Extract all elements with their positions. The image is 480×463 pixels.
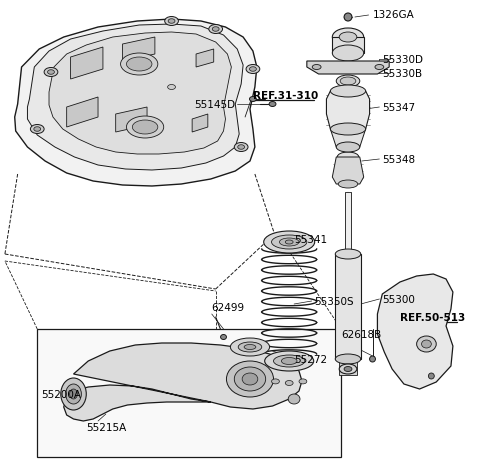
Ellipse shape: [221, 335, 227, 340]
Text: 62618B: 62618B: [341, 329, 382, 339]
Ellipse shape: [168, 85, 176, 90]
Ellipse shape: [330, 86, 366, 98]
Text: 55215A: 55215A: [86, 422, 127, 432]
Polygon shape: [307, 62, 389, 75]
Ellipse shape: [61, 378, 86, 410]
Text: 55145D: 55145D: [194, 100, 235, 110]
Ellipse shape: [344, 14, 352, 22]
Ellipse shape: [336, 76, 360, 88]
Text: 55200A: 55200A: [41, 389, 81, 399]
Text: 1326GA: 1326GA: [372, 10, 414, 20]
Ellipse shape: [344, 367, 352, 372]
Ellipse shape: [126, 117, 164, 139]
Polygon shape: [71, 48, 103, 80]
Ellipse shape: [238, 145, 245, 150]
Ellipse shape: [339, 364, 357, 374]
Ellipse shape: [312, 65, 321, 70]
Ellipse shape: [230, 338, 270, 356]
Ellipse shape: [209, 25, 223, 34]
Ellipse shape: [48, 70, 54, 75]
Ellipse shape: [272, 236, 307, 250]
Ellipse shape: [370, 356, 375, 362]
Polygon shape: [332, 158, 364, 185]
Ellipse shape: [330, 124, 366, 136]
Ellipse shape: [238, 342, 262, 352]
Bar: [345, 193, 351, 255]
Text: 55330B: 55330B: [383, 69, 422, 79]
Text: 62499: 62499: [211, 302, 244, 313]
Polygon shape: [330, 130, 366, 148]
Polygon shape: [192, 115, 208, 133]
Ellipse shape: [250, 68, 256, 72]
Ellipse shape: [246, 65, 260, 75]
Ellipse shape: [242, 373, 258, 385]
Bar: [339, 359, 357, 375]
Ellipse shape: [227, 361, 274, 397]
Text: 55330D: 55330D: [383, 55, 423, 65]
Polygon shape: [196, 50, 214, 68]
Ellipse shape: [428, 373, 434, 379]
Polygon shape: [67, 98, 98, 128]
Ellipse shape: [234, 367, 265, 391]
Ellipse shape: [335, 250, 361, 259]
Ellipse shape: [332, 46, 364, 62]
Ellipse shape: [132, 121, 158, 135]
Ellipse shape: [338, 181, 358, 188]
Ellipse shape: [264, 232, 315, 253]
Ellipse shape: [421, 340, 432, 348]
Ellipse shape: [337, 153, 359, 163]
Ellipse shape: [70, 389, 77, 399]
Ellipse shape: [299, 379, 307, 384]
Polygon shape: [122, 38, 155, 62]
Ellipse shape: [264, 351, 314, 371]
Ellipse shape: [335, 354, 361, 364]
Polygon shape: [27, 25, 243, 171]
Ellipse shape: [244, 345, 256, 350]
Ellipse shape: [272, 379, 279, 384]
Ellipse shape: [168, 20, 175, 24]
Polygon shape: [15, 20, 257, 187]
Ellipse shape: [279, 238, 299, 246]
Bar: [37, 329, 341, 457]
Ellipse shape: [30, 125, 44, 134]
Text: 55350S: 55350S: [314, 296, 353, 307]
Ellipse shape: [126, 58, 152, 72]
Ellipse shape: [281, 358, 297, 365]
Polygon shape: [377, 275, 453, 389]
Ellipse shape: [340, 78, 356, 86]
Text: 55347: 55347: [383, 103, 416, 113]
Ellipse shape: [332, 29, 364, 47]
Ellipse shape: [34, 127, 41, 132]
Text: REF.50-513: REF.50-513: [400, 313, 465, 322]
Ellipse shape: [336, 143, 360, 153]
Polygon shape: [116, 108, 147, 133]
Ellipse shape: [285, 240, 293, 244]
Text: 55341: 55341: [294, 234, 327, 244]
Ellipse shape: [269, 102, 276, 107]
Ellipse shape: [288, 394, 300, 404]
Ellipse shape: [165, 18, 179, 26]
Ellipse shape: [234, 143, 248, 152]
Ellipse shape: [274, 355, 305, 367]
Ellipse shape: [66, 384, 82, 404]
Ellipse shape: [44, 69, 58, 77]
Polygon shape: [64, 343, 302, 421]
Text: 55272: 55272: [294, 354, 327, 364]
Ellipse shape: [250, 97, 256, 102]
Ellipse shape: [339, 33, 357, 43]
Ellipse shape: [212, 28, 219, 32]
Polygon shape: [49, 33, 231, 155]
Bar: [332, 38, 364, 54]
Text: 55348: 55348: [383, 155, 416, 165]
Ellipse shape: [417, 336, 436, 352]
Ellipse shape: [285, 381, 293, 386]
Ellipse shape: [120, 54, 158, 76]
Ellipse shape: [375, 65, 384, 70]
Text: 55300: 55300: [383, 294, 415, 304]
Polygon shape: [326, 92, 370, 130]
Bar: [335, 255, 361, 359]
Text: REF.31-310: REF.31-310: [253, 91, 318, 101]
